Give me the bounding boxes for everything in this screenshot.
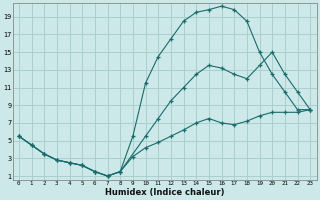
X-axis label: Humidex (Indice chaleur): Humidex (Indice chaleur) xyxy=(105,188,224,197)
